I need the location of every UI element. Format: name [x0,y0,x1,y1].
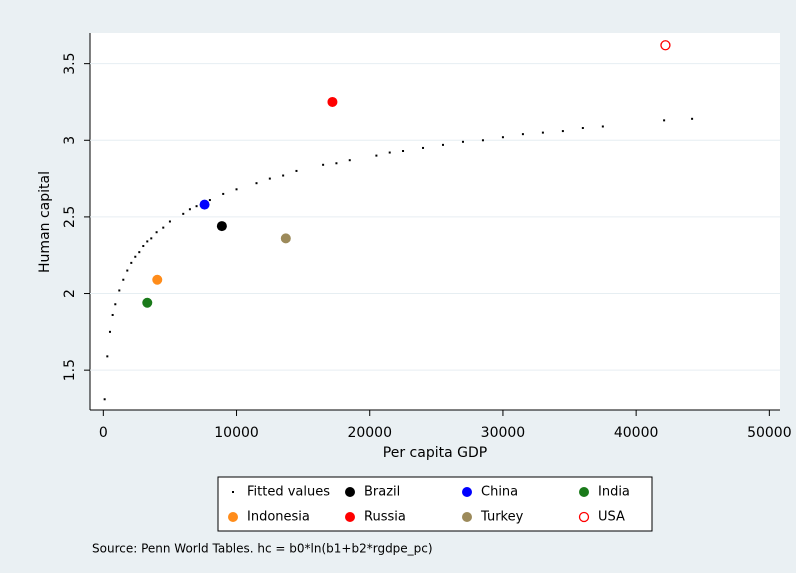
fitted-dot [118,289,121,292]
legend-marker [579,487,589,497]
y-tick-label: 3 [62,136,78,145]
fitted-dot [208,199,211,202]
point [660,40,671,51]
legend-marker [462,512,472,522]
x-tick-label: 20000 [347,425,392,441]
point [216,221,227,232]
point [327,96,338,107]
y-axis-label: Human capital [37,171,53,273]
fitted-dot [138,251,141,254]
fitted-dot [122,278,125,281]
fitted-dot [126,269,129,272]
legend-label: Russia [364,510,406,525]
legend-label: Indonesia [247,510,310,525]
fitted-dot [295,169,298,172]
fitted-dot [150,237,153,240]
fitted-dot [481,139,484,142]
legend-marker [345,512,355,522]
fitted-dot [282,174,285,177]
fitted-dot [268,177,271,180]
fitted-dot [441,143,444,146]
fitted-dot [111,313,114,316]
x-tick-label: 50000 [747,425,792,441]
legend-label: Brazil [364,485,400,500]
fitted-dot [108,330,111,333]
fitted-dot [375,154,378,157]
legend-label: Fitted values [247,485,330,500]
fitted-dot [155,231,158,234]
x-tick-label: 10000 [214,425,259,441]
fitted-dot [388,151,391,154]
legend-marker [345,487,355,497]
fitted-dot [521,133,524,136]
fitted-dot [162,226,165,229]
fitted-dot [691,117,694,120]
fitted-dot [168,220,171,223]
fitted-dot [348,159,351,162]
fitted-dot [255,182,258,185]
fitted-dot [541,131,544,134]
legend-marker [578,511,590,523]
point [199,199,210,210]
fitted-dot [103,398,106,401]
fitted-dot [601,125,604,128]
fitted-dot [188,208,191,211]
point [280,233,291,244]
fitted-dot [134,255,137,258]
x-tick-label: 0 [99,425,108,441]
fitted-dot [402,150,405,153]
fitted-dot [195,205,198,208]
legend-label: China [481,485,518,500]
y-tick-label: 1.5 [62,359,78,381]
point [152,274,163,285]
fitted-dot [663,119,666,122]
fitted-dot [142,245,145,248]
fitted-dot [422,146,425,149]
legend-marker [228,512,238,522]
fitted-dot [235,188,238,191]
fitted-dot [581,127,584,130]
fitted-dot [146,240,149,243]
x-tick-label: 30000 [481,425,526,441]
point [142,297,153,308]
fitted-dot [561,130,564,133]
fitted-dot [335,162,338,165]
fitted-dot [501,136,504,139]
legend-marker [232,491,234,493]
fitted-dot [322,163,325,166]
x-tick-label: 40000 [614,425,659,441]
y-tick-label: 3.5 [62,53,78,75]
fitted-dot [182,212,185,215]
source-note: Source: Penn World Tables. hc = b0*ln(b1… [92,542,433,556]
fitted-dot [222,192,225,195]
legend-label: India [598,485,630,500]
fitted-dot [461,140,464,143]
legend-marker [462,487,472,497]
x-axis-label: Per capita GDP [383,445,487,461]
legend-box [217,476,653,532]
plot-area [90,33,780,410]
fitted-dot [114,303,117,306]
legend-label: USA [598,510,625,525]
y-tick-label: 2 [62,289,78,298]
fitted-dot [130,261,133,264]
fitted-dot [106,355,109,358]
y-tick-label: 2.5 [62,206,78,228]
legend-label: Turkey [480,510,524,525]
